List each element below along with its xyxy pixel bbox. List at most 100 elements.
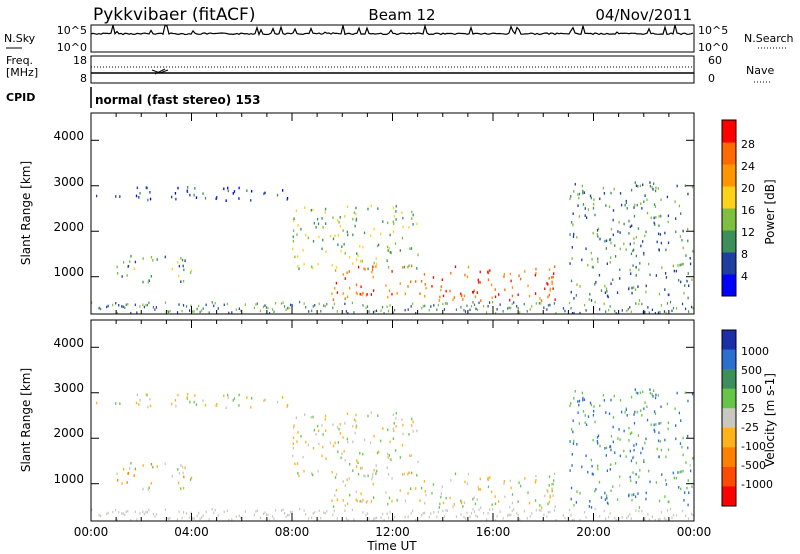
power-echo-cell — [635, 254, 638, 258]
velocity-echo-cell — [370, 411, 372, 415]
velocity-echo-cell — [604, 446, 606, 450]
velocity-echo-cell — [692, 456, 694, 460]
power-echo-cell — [355, 283, 358, 287]
velocity-echo-cell — [408, 433, 410, 436]
velocity-echo-cell — [126, 481, 128, 484]
power-echo-cell — [117, 271, 119, 275]
power-echo-cell — [276, 193, 279, 197]
power-echo-cell — [675, 307, 678, 310]
velocity-echo-cell — [587, 415, 590, 418]
power-echo-cell — [539, 297, 541, 300]
power-echo-cell — [264, 304, 266, 307]
power-echo-cell — [635, 235, 638, 239]
velocity-echo-cell — [335, 488, 338, 492]
velocity-echo-cell — [250, 406, 252, 409]
power-echo-cell — [223, 303, 225, 307]
velocity-echo-cell — [333, 509, 335, 513]
power-echo-cell — [201, 309, 203, 312]
power-echo-cell — [371, 270, 373, 274]
power-echo-cell — [326, 302, 328, 306]
power-echo-cell — [645, 290, 647, 294]
velocity-echo-cell — [578, 399, 581, 403]
power-echo-cell — [238, 186, 240, 190]
velocity-echo-cell — [608, 412, 611, 416]
velocity-echo-cell — [548, 483, 550, 487]
velocity-echo-cell — [635, 442, 638, 446]
velocity-echo-cell — [332, 513, 334, 517]
velocity-echo-cell — [540, 509, 542, 512]
velocity-echo-cell — [313, 428, 315, 432]
power-echo-cell — [591, 257, 593, 261]
power-echo-cell — [549, 303, 551, 307]
velocity-cbar-segment — [722, 330, 736, 351]
velocity-echo-cell — [654, 412, 657, 416]
power-echo-cell — [675, 217, 677, 220]
velocity-echo-cell — [356, 459, 358, 462]
power-echo-cell — [187, 186, 189, 189]
velocity-echo-cell — [424, 490, 426, 493]
power-echo-cell — [604, 291, 607, 295]
power-echo-cell — [119, 195, 121, 198]
velocity-echo-cell — [547, 490, 549, 493]
power-echo-cell — [630, 310, 632, 313]
power-echo-cell — [227, 189, 229, 193]
velocity-echo-cell — [389, 440, 391, 444]
power-echo-cell — [121, 305, 123, 308]
velocity-echo-cell — [631, 431, 633, 435]
power-echo-cell — [240, 309, 242, 312]
velocity-echo-cell — [386, 452, 389, 456]
velocity-echo-cell — [386, 466, 388, 469]
velocity-echo-cell — [182, 511, 185, 514]
velocity-echo-cell — [462, 505, 464, 508]
power-echo-cell — [318, 302, 320, 306]
velocity-echo-cell — [540, 506, 543, 509]
power-echo-cell — [372, 265, 374, 269]
velocity-echo-cell — [681, 445, 683, 449]
power-echo-cell — [631, 291, 633, 295]
power-echo-cell — [346, 205, 349, 209]
velocity-echo-cell — [202, 514, 204, 517]
velocity-echo-cell — [638, 509, 640, 513]
power-echo-cell — [339, 216, 341, 219]
velocity-ytick-4000: 4000 — [53, 336, 84, 350]
velocity-echo-cell — [149, 404, 152, 408]
power-echo-cell — [169, 309, 171, 313]
power-echo-cell — [193, 310, 195, 313]
velocity-echo-cell — [283, 512, 286, 515]
velocity-echo-cell — [352, 469, 354, 472]
power-echo-cell — [573, 311, 575, 314]
power-echo-cell — [592, 202, 595, 206]
power-echo-cell — [149, 190, 151, 194]
power-echo-cell — [472, 290, 474, 294]
velocity-echo-cell — [353, 518, 355, 521]
power-echo-cell — [377, 243, 380, 247]
velocity-echo-cell — [605, 411, 607, 414]
power-echo-cell — [619, 192, 622, 195]
power-echo-cell — [412, 213, 414, 217]
power-echo-cell — [642, 240, 644, 243]
power-echo-cell — [321, 217, 323, 220]
power-echo-cell — [634, 181, 636, 184]
velocity-echo-cell — [355, 426, 357, 429]
power-echo-cell — [244, 303, 246, 306]
power-echo-cell — [190, 269, 193, 273]
velocity-echo-cell — [570, 486, 573, 490]
velocity-echo-cell — [609, 445, 612, 448]
power-echo-cell — [332, 306, 334, 310]
velocity-echo-cell — [499, 510, 501, 513]
power-echo-cell — [680, 263, 682, 266]
velocity-echo-cell — [649, 391, 652, 395]
velocity-echo-cell — [508, 513, 510, 517]
power-echo-cell — [553, 272, 555, 275]
velocity-echo-cell — [592, 438, 594, 442]
velocity-echo-cell — [412, 430, 414, 433]
velocity-echo-cell — [610, 489, 612, 493]
velocity-echo-cell — [485, 518, 488, 521]
velocity-echo-cell — [349, 493, 351, 497]
velocity-echo-cell — [292, 454, 294, 458]
power-echo-cell — [487, 270, 489, 274]
power-echo-cell — [337, 243, 339, 247]
velocity-echo-cell — [531, 512, 533, 515]
power-echo-cell — [282, 301, 284, 305]
velocity-echo-cell — [346, 478, 348, 482]
